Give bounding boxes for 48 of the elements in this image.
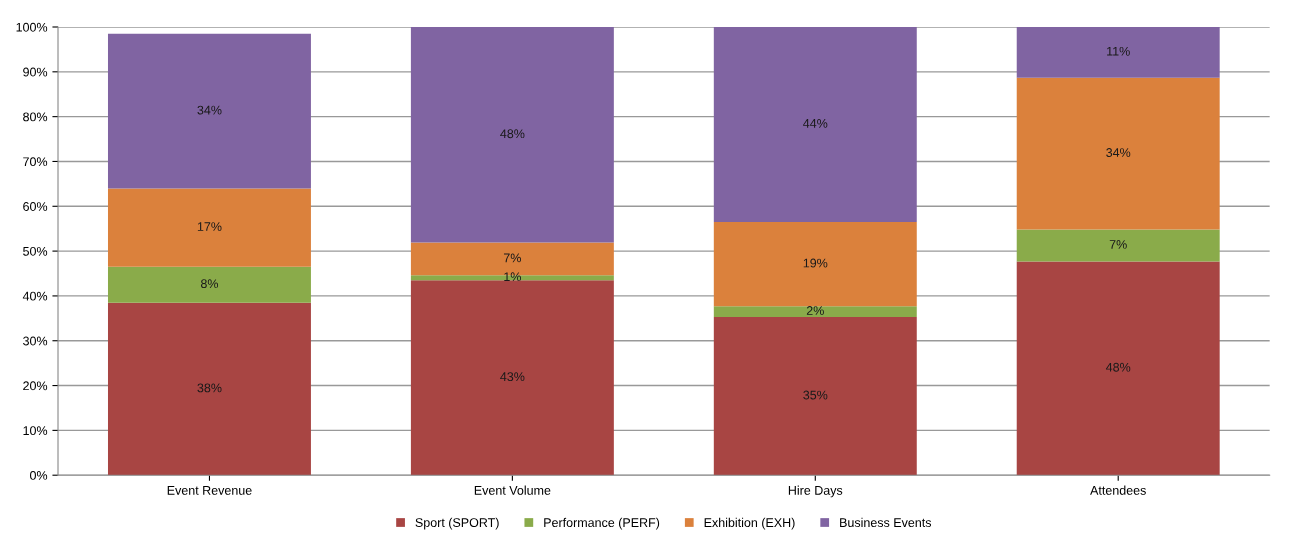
y-tick-label: 50% bbox=[23, 246, 48, 256]
y-tick-label: 80% bbox=[23, 112, 48, 122]
bar bbox=[1016, 27, 1220, 78]
legend-label: Performance (PERF) bbox=[544, 517, 660, 530]
bar bbox=[713, 27, 917, 222]
x-tick-label: Hire Days bbox=[788, 485, 843, 498]
y-tick-label: 0% bbox=[30, 471, 48, 480]
x-tick-label: Attendees bbox=[1090, 485, 1146, 495]
data-label: 34% bbox=[1106, 148, 1131, 157]
bar bbox=[1016, 261, 1220, 476]
bar bbox=[1016, 229, 1220, 262]
bar bbox=[107, 33, 311, 189]
bar bbox=[107, 266, 311, 303]
y-tick-label: 10% bbox=[23, 426, 48, 436]
data-label: 44% bbox=[803, 119, 828, 128]
bar bbox=[410, 280, 614, 476]
data-label: 48% bbox=[1105, 362, 1131, 372]
bar bbox=[107, 302, 311, 476]
x-tick-label: Event Volume bbox=[474, 485, 551, 495]
data-label: 38% bbox=[197, 383, 222, 393]
data-label: 34% bbox=[197, 105, 222, 115]
data-label: 19% bbox=[803, 258, 828, 268]
bar bbox=[1016, 77, 1220, 230]
bar bbox=[107, 188, 311, 267]
bar bbox=[713, 306, 917, 317]
legend-label: Business Events bbox=[840, 517, 932, 528]
y-tick-label: 90% bbox=[23, 67, 48, 77]
data-label: 7% bbox=[503, 253, 521, 263]
bar bbox=[713, 221, 917, 307]
data-label: 2% bbox=[806, 306, 824, 315]
legend-label: Exhibition (EXH) bbox=[704, 517, 795, 530]
x-tick-label: Event Revenue bbox=[167, 486, 252, 495]
bar bbox=[713, 316, 917, 476]
data-label: 48% bbox=[500, 129, 525, 139]
data-label: 7% bbox=[1109, 240, 1127, 249]
y-tick-label: 40% bbox=[22, 291, 48, 301]
data-label: 17% bbox=[197, 222, 222, 231]
y-tick-label: 20% bbox=[23, 381, 48, 391]
legend-label: Sport (SPORT) bbox=[415, 517, 499, 530]
data-label: 43% bbox=[500, 372, 525, 382]
y-tick-label: 30% bbox=[23, 336, 48, 346]
data-label: 11% bbox=[1107, 46, 1130, 56]
data-label: 8% bbox=[200, 279, 219, 289]
y-tick-label: 70% bbox=[23, 157, 48, 167]
bar bbox=[410, 27, 614, 243]
y-tick-label: 100% bbox=[16, 22, 48, 32]
y-tick-label: 60% bbox=[23, 202, 48, 211]
data-label: 35% bbox=[803, 390, 828, 400]
